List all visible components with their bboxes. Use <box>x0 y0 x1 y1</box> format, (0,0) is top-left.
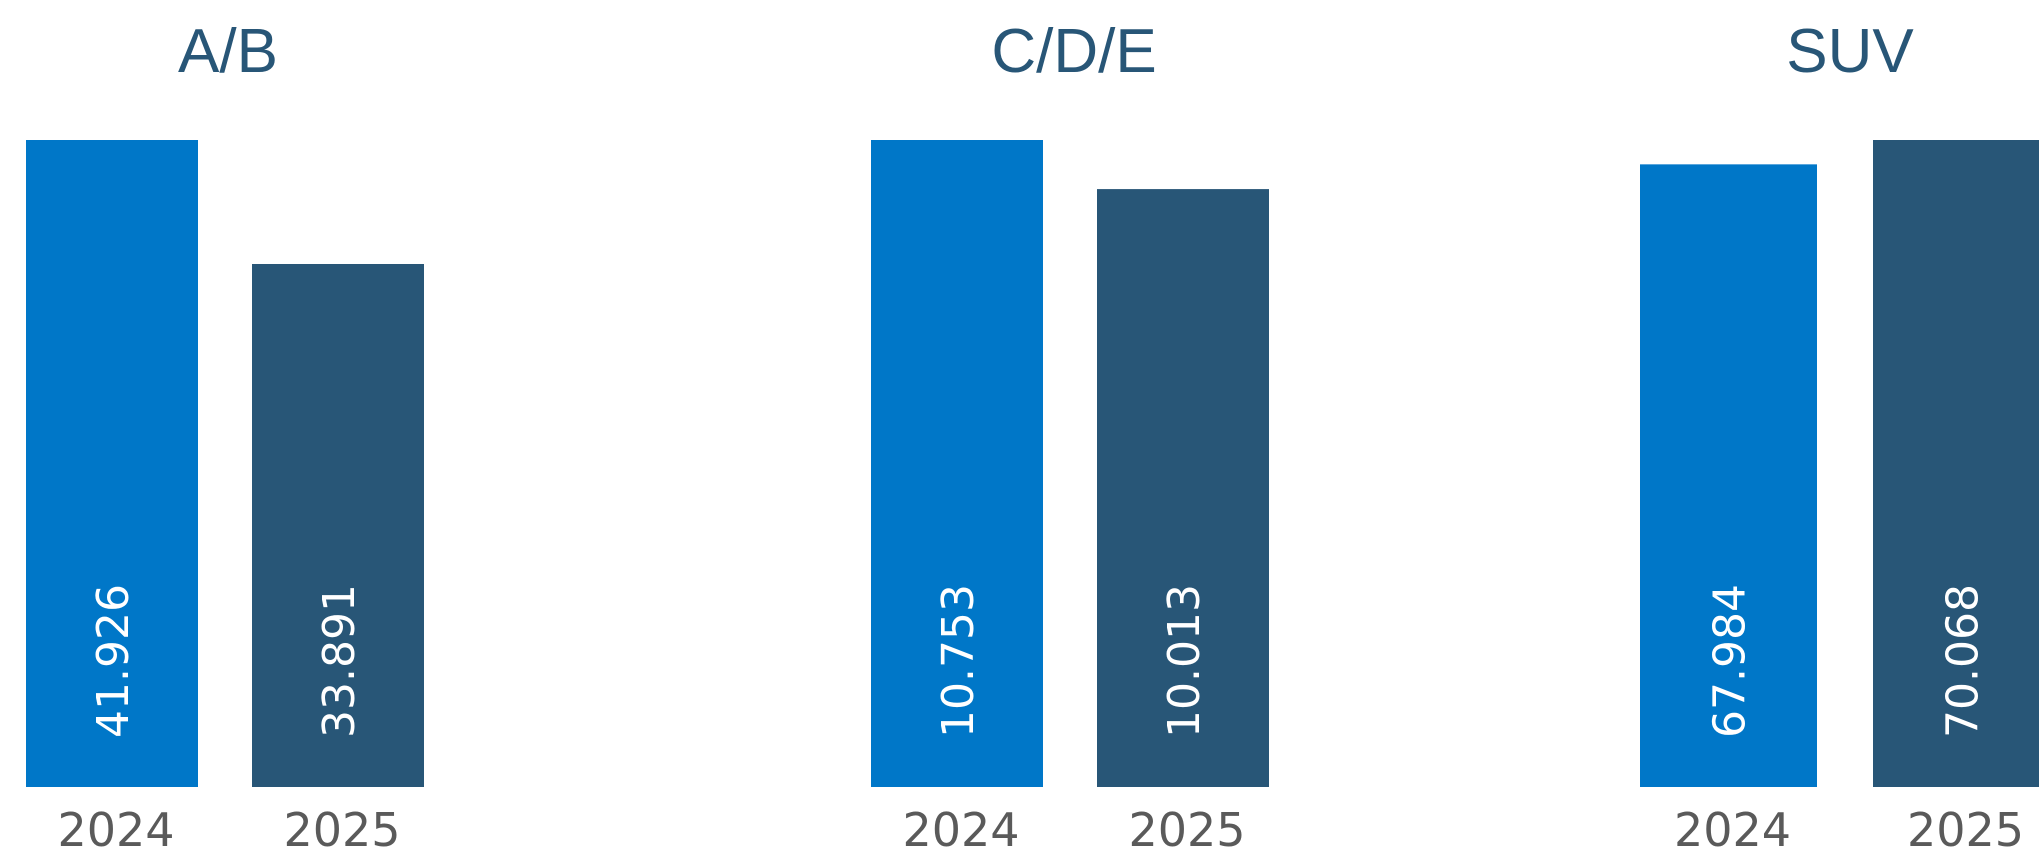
bar-a-b-2025 <box>252 263 424 787</box>
panel-c-d-e: C/D/E 10.753 2024 10.013 2025 <box>871 17 1269 855</box>
panel-title: C/D/E <box>991 17 1156 86</box>
bar-c-d-e-2024 <box>871 140 1043 787</box>
panel-suv: SUV 67.984 2024 70.068 2025 <box>1640 17 2039 855</box>
x-tick-label: 2025 <box>1907 803 2024 855</box>
x-tick-label: 2025 <box>1128 803 1245 855</box>
panel-a-b: A/B 41.926 2024 33.891 2025 <box>26 17 424 855</box>
value-label: 10.013 <box>1159 584 1210 738</box>
bar-c-d-e-2025 <box>1097 189 1269 788</box>
panel-title: SUV <box>1786 17 1914 86</box>
value-label: 33.891 <box>314 584 365 738</box>
bar-a-b-2024 <box>26 140 198 787</box>
bar-suv-2024 <box>1640 164 1817 787</box>
x-tick-label: 2024 <box>57 803 174 855</box>
bar-suv-2025 <box>1873 140 2039 787</box>
x-tick-label: 2024 <box>1674 803 1791 855</box>
value-label: 67.984 <box>1705 584 1756 738</box>
x-tick-label: 2024 <box>902 803 1019 855</box>
value-label: 41.926 <box>88 584 139 738</box>
value-label: 10.753 <box>933 584 984 738</box>
panel-title: A/B <box>178 17 278 86</box>
value-label: 70.068 <box>1938 584 1989 738</box>
x-tick-label: 2025 <box>283 803 400 855</box>
